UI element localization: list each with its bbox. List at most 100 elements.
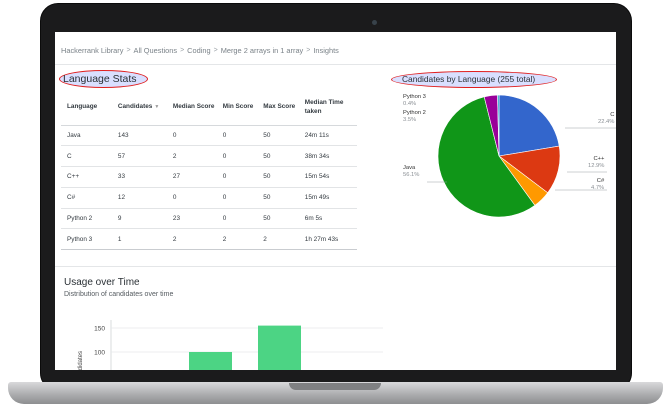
pie-label-cpp: C++ 12.9% xyxy=(588,156,604,170)
table-cell: 0 xyxy=(216,187,258,209)
column-header-min-score: Min Score xyxy=(216,89,258,126)
usage-over-time-subtitle: Distribution of candidates over time xyxy=(64,291,174,298)
table-cell: 6m 5s xyxy=(298,208,357,230)
pie-label-python-3: Python 3 0.4% xyxy=(403,94,426,108)
pie-label-c: C 22.4% xyxy=(598,112,614,126)
sort-down-icon: ▼ xyxy=(154,103,160,110)
y-tick-label: 150 xyxy=(94,326,105,333)
table-cell: Python 2 xyxy=(61,208,112,230)
screen: Hackerrank Library > All Questions > Cod… xyxy=(55,32,616,370)
candidates-by-language-title: Candidates by Language (255 total) xyxy=(402,74,536,84)
pie-label-python-2: Python 2 3.5% xyxy=(403,110,426,124)
language-stats-highlight xyxy=(59,70,148,88)
table-cell: 2 xyxy=(166,145,217,168)
pie-slice-python-3[interactable] xyxy=(497,94,500,157)
camera-icon xyxy=(372,20,377,25)
pie-label-name: C# xyxy=(596,178,605,184)
breadcrumb-hackerrank-library[interactable]: Hackerrank Library xyxy=(61,45,124,55)
language-stats-table: Language Candidates ▼ Median Score Min Sc… xyxy=(61,89,357,251)
laptop-notch xyxy=(289,383,381,390)
table-cell: 0 xyxy=(216,208,258,230)
pie-label-name: C++ xyxy=(593,156,605,162)
pie-label-percent: 22.4% xyxy=(598,119,615,125)
table-cell: 1 xyxy=(111,228,167,251)
section-divider xyxy=(55,266,616,267)
column-header-max-score: Max Score xyxy=(257,89,299,126)
chevron-right-icon: > xyxy=(126,46,131,54)
table-cell: 0 xyxy=(166,125,217,147)
table-cell: 0 xyxy=(216,145,258,168)
table-cell: 50 xyxy=(257,125,299,147)
table-cell: Java xyxy=(61,125,112,147)
pie-label-name: Python 2 xyxy=(403,110,426,116)
table-header-row: Language Candidates ▼ Median Score Min Sc… xyxy=(61,89,357,126)
table-cell: 1h 27m 43s xyxy=(298,228,357,251)
table-cell: 12 xyxy=(111,187,167,209)
column-header-candidates-label: Candidates xyxy=(117,102,153,110)
pie-label-csharp: C# 4.7% xyxy=(591,178,604,192)
table-cell: 15m 49s xyxy=(298,187,357,209)
table-cell: 50 xyxy=(257,187,299,209)
table-cell: 0 xyxy=(216,125,258,147)
chevron-right-icon: > xyxy=(213,46,218,54)
table-cell: 2 xyxy=(216,228,258,251)
chevron-right-icon: > xyxy=(180,46,185,54)
table-cell: C# xyxy=(61,187,112,209)
breadcrumb: Hackerrank Library > All Questions > Cod… xyxy=(61,41,339,59)
y-tick-label: 100 xyxy=(94,350,105,357)
candidates-by-language-highlight xyxy=(391,71,557,88)
pie-slice-c[interactable] xyxy=(498,94,560,157)
breadcrumb-insights: Insights xyxy=(313,45,339,55)
table-row: Java 143 0 0 50 24m 11s xyxy=(61,125,357,147)
usage-over-time-title: Usage over Time xyxy=(64,277,140,288)
table-cell: 23 xyxy=(166,208,217,230)
table-row: C 57 2 0 50 38m 34s xyxy=(61,145,357,168)
table-cell: C++ xyxy=(61,166,112,188)
table-row: Python 3 1 2 2 2 1h 27m 43s xyxy=(61,228,357,251)
column-header-median-time: Median Time taken xyxy=(298,89,357,126)
pie-label-name: Java xyxy=(403,165,416,171)
table-cell: 2 xyxy=(257,228,299,251)
pie-label-percent: 4.7% xyxy=(591,185,605,191)
table-cell: 24m 11s xyxy=(298,125,357,147)
table-cell: 0 xyxy=(166,187,217,209)
table-cell: 2 xyxy=(166,228,217,251)
table-cell: 0 xyxy=(216,166,258,188)
table-cell: 15m 54s xyxy=(298,166,357,188)
table-cell: 27 xyxy=(166,166,217,188)
table-cell: 50 xyxy=(257,145,299,168)
table-cell: 33 xyxy=(111,166,167,188)
pie-label-java: Java 56.1% xyxy=(403,165,419,179)
table-cell: Python 3 xyxy=(61,228,112,251)
table-cell: 38m 34s xyxy=(298,145,357,168)
column-header-candidates[interactable]: Candidates ▼ xyxy=(111,89,167,126)
pie-label-percent: 12.9% xyxy=(588,163,605,169)
table-cell: C xyxy=(61,145,112,168)
language-stats-title: Language Stats xyxy=(63,73,137,85)
chevron-right-icon: > xyxy=(306,46,311,54)
pie-label-percent: 56.1% xyxy=(403,172,420,178)
column-header-language: Language xyxy=(61,89,112,126)
column-header-median-score: Median Score xyxy=(166,89,217,126)
y-axis-label: candidates xyxy=(78,351,84,370)
breadcrumb-coding[interactable]: Coding xyxy=(187,45,211,55)
table-cell: 143 xyxy=(111,125,167,147)
pie-label-percent: 0.4% xyxy=(403,101,417,107)
breadcrumb-all-questions[interactable]: All Questions xyxy=(133,45,178,55)
usage-bar[interactable] xyxy=(258,325,301,370)
table-row: C# 12 0 0 50 15m 49s xyxy=(61,187,357,209)
pie-label-percent: 3.5% xyxy=(403,117,417,123)
table-cell: 50 xyxy=(257,166,299,188)
laptop-base xyxy=(8,382,663,404)
breadcrumb-question[interactable]: Merge 2 arrays in 1 array xyxy=(220,45,304,55)
pie-label-name: Python 3 xyxy=(403,94,426,100)
table-row: C++ 33 27 0 50 15m 54s xyxy=(61,166,357,188)
table-cell: 50 xyxy=(257,208,299,230)
breadcrumb-divider xyxy=(55,64,616,65)
pie-chart: Python 3 0.4% Python 2 3.5% Java 56.1% C 22.… xyxy=(403,92,616,222)
pie-label-name: C xyxy=(610,112,615,118)
usage-bar[interactable] xyxy=(189,352,232,370)
table-cell: 57 xyxy=(111,145,167,168)
usage-bar-chart: 100 150 candidates xyxy=(78,320,383,370)
